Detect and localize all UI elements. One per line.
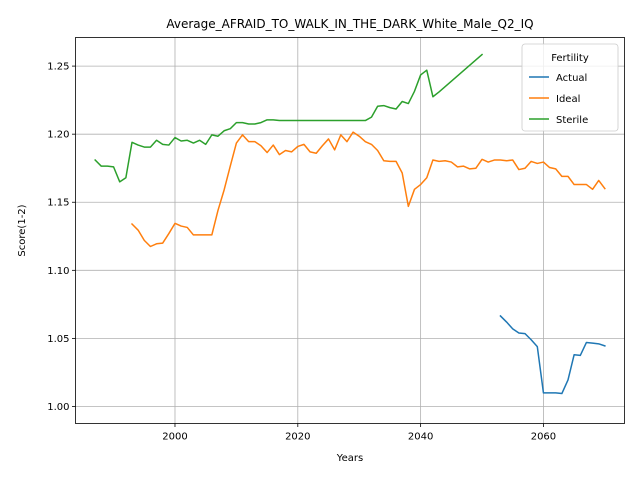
x-tick-label: 2000 bbox=[162, 432, 187, 443]
chart-title: Average_AFRAID_TO_WALK_IN_THE_DARK_White… bbox=[166, 17, 533, 31]
x-tick-label: 2040 bbox=[408, 432, 433, 443]
series-line-sterile bbox=[94, 53, 484, 183]
legend-label-ideal: Ideal bbox=[556, 94, 580, 105]
y-tick-label: 1.15 bbox=[47, 198, 69, 209]
legend-label-actual: Actual bbox=[556, 73, 587, 84]
y-tick-label: 1.25 bbox=[47, 62, 69, 73]
x-axis: 2000 2020 2040 2060 bbox=[162, 423, 556, 443]
y-tick-label: 1.00 bbox=[47, 402, 69, 413]
x-tick-label: 2060 bbox=[531, 432, 556, 443]
y-tick-label: 1.05 bbox=[47, 334, 69, 345]
legend-box bbox=[521, 43, 619, 132]
legend-label-sterile: Sterile bbox=[556, 115, 588, 126]
plot-frame bbox=[75, 37, 625, 424]
x-tick-label: 2020 bbox=[285, 432, 310, 443]
y-tick-label: 1.10 bbox=[47, 266, 69, 277]
legend-title: Fertility bbox=[551, 53, 589, 64]
series-lines bbox=[94, 53, 606, 395]
series-line-ideal bbox=[130, 131, 606, 248]
legend: Fertility Actual Ideal Sterile bbox=[521, 43, 619, 132]
series-line-actual bbox=[499, 314, 606, 395]
y-tick-label: 1.20 bbox=[47, 130, 69, 141]
y-axis-label: Score(1-2) bbox=[17, 204, 28, 256]
x-axis-label: Years bbox=[336, 453, 363, 464]
y-axis: 1.00 1.05 1.10 1.15 1.20 1.25 bbox=[47, 62, 76, 413]
